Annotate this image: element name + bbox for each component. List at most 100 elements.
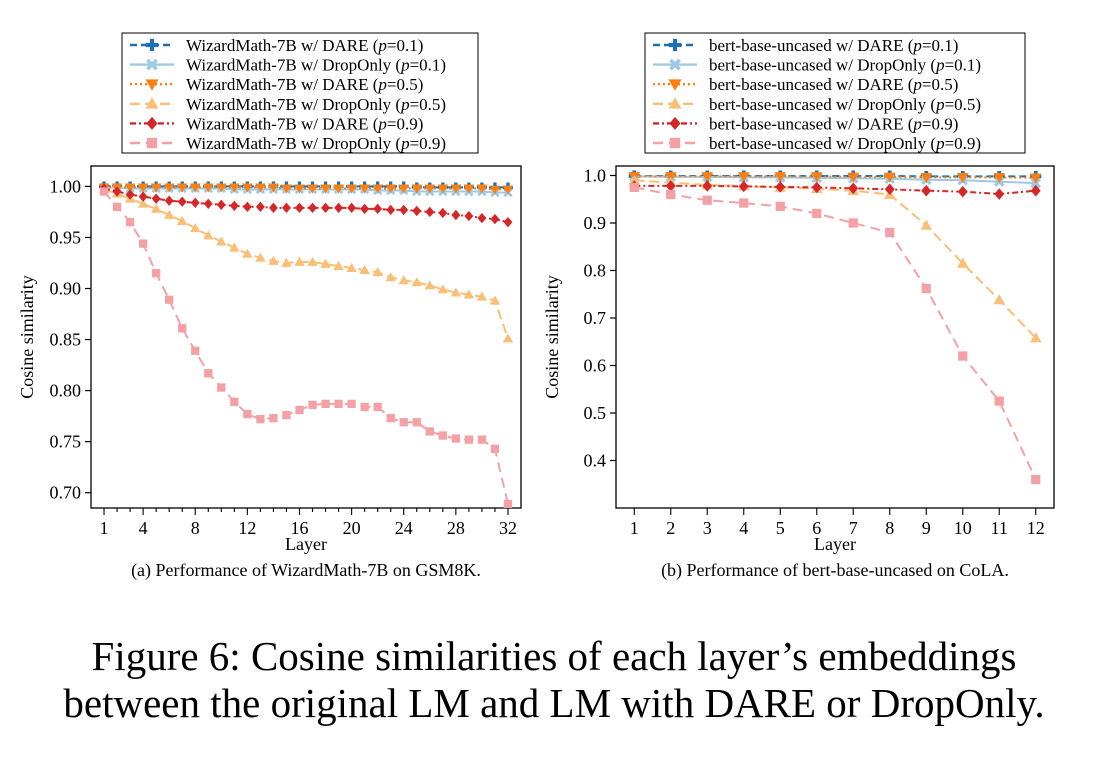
legend-entry: bert-base-uncased w/ DARE (p=0.5) xyxy=(653,75,958,94)
x-tick-label: 4 xyxy=(739,518,748,538)
x-tick-label: 16 xyxy=(290,518,308,538)
data-point xyxy=(810,172,823,183)
legend-marker xyxy=(669,137,681,149)
y-tick-label: 0.80 xyxy=(50,381,82,401)
data-point xyxy=(151,193,161,204)
data-point xyxy=(125,189,135,200)
data-point xyxy=(268,183,279,193)
data-point xyxy=(229,183,240,193)
data-point xyxy=(294,256,305,266)
data-point xyxy=(230,397,239,406)
data-point xyxy=(385,272,396,282)
data-point xyxy=(848,182,859,195)
data-point xyxy=(884,183,895,196)
series-line xyxy=(634,179,1037,339)
data-point xyxy=(1031,474,1041,485)
legend-label: WizardMath-7B w/ DropOnly (p=0.1) xyxy=(186,56,446,75)
data-point xyxy=(281,257,292,267)
data-point xyxy=(320,258,331,268)
y-tick-label: 0.75 xyxy=(50,432,82,452)
data-point xyxy=(321,399,330,409)
y-tick-label: 0.6 xyxy=(584,356,607,376)
data-point xyxy=(438,207,448,219)
y-tick-label: 0.8 xyxy=(584,261,607,281)
data-point xyxy=(360,203,370,215)
data-point xyxy=(281,184,292,194)
data-point xyxy=(463,184,475,194)
y-tick-label: 0.7 xyxy=(584,308,607,328)
series-3 xyxy=(98,183,514,195)
y-tick-label: 0.70 xyxy=(50,483,82,503)
x-tick-label: 24 xyxy=(395,518,413,538)
data-point xyxy=(1029,332,1042,343)
y-axis-label: Cosine similarity xyxy=(17,275,37,399)
data-point xyxy=(308,400,317,410)
legend-entry: bert-base-uncased w/ DropOnly (p=0.1) xyxy=(653,56,981,75)
data-point xyxy=(229,200,239,212)
data-point xyxy=(150,183,162,193)
data-point xyxy=(463,289,475,299)
data-point xyxy=(190,197,200,208)
data-point xyxy=(489,295,501,305)
data-point xyxy=(490,213,500,225)
legend-marker xyxy=(668,38,682,52)
data-point xyxy=(424,184,435,194)
legend-entry: WizardMath-7B w/ DARE (p=0.5) xyxy=(130,75,423,94)
data-point xyxy=(774,172,787,183)
x-tick-label: 3 xyxy=(703,518,712,538)
data-point xyxy=(360,402,369,412)
data-point xyxy=(847,172,860,183)
data-point xyxy=(386,204,396,216)
series-5 xyxy=(99,183,513,228)
data-point xyxy=(956,257,969,268)
data-point xyxy=(885,227,895,238)
data-point xyxy=(269,414,278,423)
data-point xyxy=(464,210,474,222)
data-point xyxy=(307,256,318,266)
data-point xyxy=(451,209,461,221)
data-point xyxy=(737,172,750,183)
data-point xyxy=(848,218,858,228)
data-point xyxy=(812,208,822,219)
data-point xyxy=(702,195,712,205)
data-point xyxy=(255,183,266,193)
data-point xyxy=(994,396,1004,406)
data-point xyxy=(437,184,449,194)
legend-label: WizardMath-7B w/ DropOnly (p=0.5) xyxy=(186,95,446,114)
data-point xyxy=(476,291,488,301)
data-point xyxy=(1029,173,1042,184)
legend-marker xyxy=(669,58,681,71)
legend-label: WizardMath-7B w/ DropOnly (p=0.9) xyxy=(186,134,446,153)
data-point xyxy=(385,184,396,194)
legend-entry: WizardMath-7B w/ DARE (p=0.9) xyxy=(130,114,423,133)
data-point xyxy=(165,295,174,304)
legend-label: WizardMath-7B w/ DARE (p=0.1) xyxy=(186,36,423,55)
data-point xyxy=(125,217,135,227)
plot-frame xyxy=(615,165,1055,509)
data-point xyxy=(178,324,187,333)
data-point xyxy=(177,196,187,207)
data-point xyxy=(347,399,356,409)
series-line xyxy=(103,190,509,505)
data-point xyxy=(333,184,344,194)
data-point xyxy=(294,184,305,194)
legend-entry: WizardMath-7B w/ DropOnly (p=0.1) xyxy=(130,56,446,75)
y-tick-label: 1.0 xyxy=(584,166,607,186)
series-6 xyxy=(629,182,1041,485)
legend-label: bert-base-uncased w/ DropOnly (p=0.1) xyxy=(709,56,981,75)
data-point xyxy=(920,173,933,184)
series-6 xyxy=(99,187,513,508)
data-point xyxy=(412,205,422,217)
series-line xyxy=(103,188,509,339)
data-point xyxy=(163,209,175,219)
data-point xyxy=(372,266,383,277)
data-point xyxy=(346,262,357,272)
legend: WizardMath-7B w/ DARE (p=0.1)WizardMath-… xyxy=(121,32,479,154)
series-4 xyxy=(628,174,1042,343)
subcaption: (a) Performance of WizardMath-7B on GSM8… xyxy=(131,560,481,581)
data-point xyxy=(502,333,514,343)
legend-label: bert-base-uncased w/ DARE (p=0.1) xyxy=(709,36,958,55)
data-point xyxy=(255,201,265,213)
data-point xyxy=(464,435,474,444)
x-tick-label: 8 xyxy=(191,518,200,538)
